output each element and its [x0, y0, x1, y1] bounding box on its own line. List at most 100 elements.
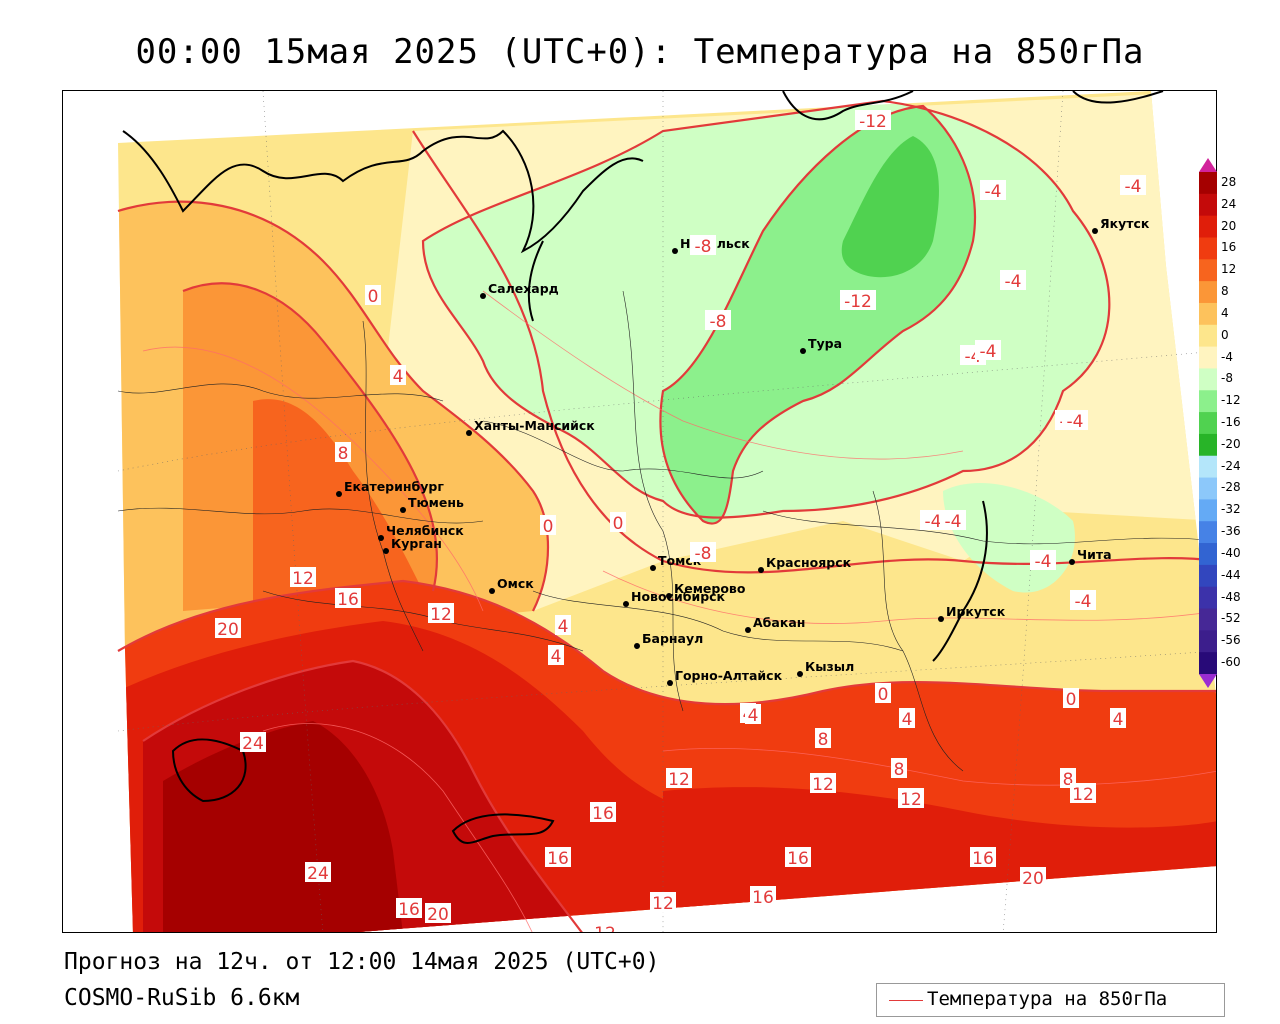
- isotherm-label-bg: [305, 862, 331, 882]
- isotherm-label: 24: [240, 732, 266, 754]
- city-dot: [466, 430, 472, 436]
- city-name: Абакан: [753, 615, 805, 630]
- city-name: Барнаул: [642, 631, 703, 646]
- colorbar-tick-label: -20: [1221, 436, 1241, 451]
- isotherm-label-bg: [592, 922, 618, 932]
- isotherm-label: 12: [898, 788, 924, 810]
- city-marker: Чита: [1069, 547, 1112, 565]
- isotherm-minor-lines: [142, 290, 1216, 932]
- city-dot: [634, 643, 640, 649]
- isotherm-label: 24: [305, 862, 331, 884]
- city-marker: Тура: [800, 336, 842, 354]
- isotherm-label: -4: [1000, 270, 1026, 292]
- isotherm-label-text: 12: [1072, 785, 1094, 805]
- isotherm-label: -8: [705, 310, 731, 332]
- city-marker: Красноярск: [758, 555, 852, 573]
- isotherm-label-bg: [1000, 270, 1026, 290]
- colorbar-tick-label: -32: [1221, 502, 1241, 517]
- city-dot: [336, 491, 342, 497]
- isotherm-label-bg: [810, 773, 836, 793]
- isotherm-label-text: 16: [972, 849, 994, 869]
- isotherm-label-bg: [855, 110, 891, 130]
- city-name: Красноярск: [766, 555, 852, 570]
- isotherm-label-text: -4: [1075, 592, 1092, 612]
- city-marker: Екатеринбург: [336, 479, 444, 497]
- city-dot: [667, 680, 673, 686]
- isotherm-label: -12: [855, 110, 891, 132]
- colorbar-tick-label: 12: [1221, 262, 1237, 277]
- colorbar-tick-label: -16: [1221, 415, 1241, 429]
- colorbar-swatch: [1199, 455, 1217, 479]
- isotherm-label-text: 4: [551, 647, 562, 667]
- isotherm-label: 8: [335, 442, 351, 464]
- isotherm-label-text: 24: [307, 864, 329, 884]
- colorbar-swatch: [1199, 259, 1217, 282]
- isotherm-label-text: 4: [1113, 710, 1124, 730]
- isotherm-label-bg: [590, 802, 616, 822]
- legend-label: Температура на 850гПа: [927, 988, 1168, 1010]
- isotherm-label-bg: [785, 847, 811, 867]
- isotherm-label-bg: [750, 886, 776, 906]
- isotherm-label: 12: [592, 922, 618, 932]
- colorbar-swatch: [1199, 477, 1217, 500]
- city-name: Новосибирск: [631, 589, 726, 604]
- isotherm-label-bg: [1070, 590, 1096, 610]
- city-dot: [650, 565, 656, 571]
- isotherm-label-text: 4: [558, 617, 569, 637]
- city-dot: [489, 588, 495, 594]
- isotherm-label-text: 8: [818, 730, 829, 750]
- isotherm-label-bg: [690, 542, 716, 562]
- city-name: Ханты-Мансийск: [474, 418, 595, 433]
- colorbar-swatch: [1199, 521, 1217, 544]
- coastlines: [122, 91, 1164, 844]
- colorbar-tick-label: 28: [1221, 174, 1237, 189]
- isotherm-label: -4: [1062, 410, 1088, 432]
- isotherm-label-text: -4: [1005, 272, 1022, 292]
- model-name: COSMO-RuSib 6.6км: [64, 985, 300, 1011]
- isotherm-label-text: -12: [859, 112, 887, 132]
- isotherm-label: -12: [840, 290, 876, 312]
- isotherm-label-text: 24: [242, 734, 264, 754]
- isotherm-label-text: 8: [894, 760, 905, 780]
- colorbar-tick-label: -40: [1221, 545, 1241, 560]
- isotherm-label-text: -4: [985, 182, 1002, 202]
- isotherm-label: 0: [365, 285, 381, 307]
- colorbar-tick-label: 24: [1221, 196, 1237, 211]
- isotherm-label-text: 16: [787, 849, 809, 869]
- isotherm-label-text: 0: [878, 685, 889, 705]
- colorbar-tick-label: -12: [1221, 393, 1241, 408]
- colorbar: [1199, 158, 1217, 688]
- isotherm-label: 16: [970, 847, 996, 869]
- isotherm-label-bg: [365, 285, 381, 305]
- isotherm-label-bg: [548, 645, 564, 665]
- colorbar-tick-label: -44: [1221, 567, 1241, 582]
- isotherm-label-bg: [1062, 410, 1088, 430]
- isotherm-label: 20: [215, 618, 241, 640]
- city-name: Курган: [391, 536, 442, 551]
- isotherm-label-bg: [428, 603, 454, 623]
- isotherm-label-bg: [1070, 783, 1096, 803]
- isotherm-label-text: 12: [812, 775, 834, 795]
- isotherm-label-text: 20: [427, 905, 449, 925]
- isotherm-label: 12: [666, 768, 692, 790]
- city-dot: [666, 593, 672, 599]
- isotherm-label: 16: [335, 588, 361, 610]
- isotherm-label: 16: [785, 847, 811, 869]
- isotherm-label: 0: [610, 512, 626, 534]
- map-frame[interactable]: НорильскЯкутскСалехардТураХанты-Мансийск…: [62, 90, 1217, 933]
- isotherm-label: 0: [540, 515, 556, 537]
- colorbar-tick-label: -56: [1221, 633, 1241, 648]
- isotherm-label-bg: [610, 512, 626, 532]
- isotherm-label: 4: [390, 365, 406, 387]
- city-dot: [800, 348, 806, 354]
- city-dot: [383, 548, 389, 554]
- isotherm-label: 12: [810, 773, 836, 795]
- colorbar-swatch: [1199, 412, 1217, 435]
- isotherm-label-text: 0: [613, 514, 624, 534]
- colorbar-swatch: [1199, 390, 1217, 413]
- isotherm-label-bg: [240, 732, 266, 752]
- colorbar-tick-label: -28: [1221, 480, 1241, 495]
- city-marker: Новосибирск: [623, 589, 726, 607]
- city-marker: Тюмень: [400, 495, 464, 513]
- isotherm-label: 16: [590, 802, 616, 824]
